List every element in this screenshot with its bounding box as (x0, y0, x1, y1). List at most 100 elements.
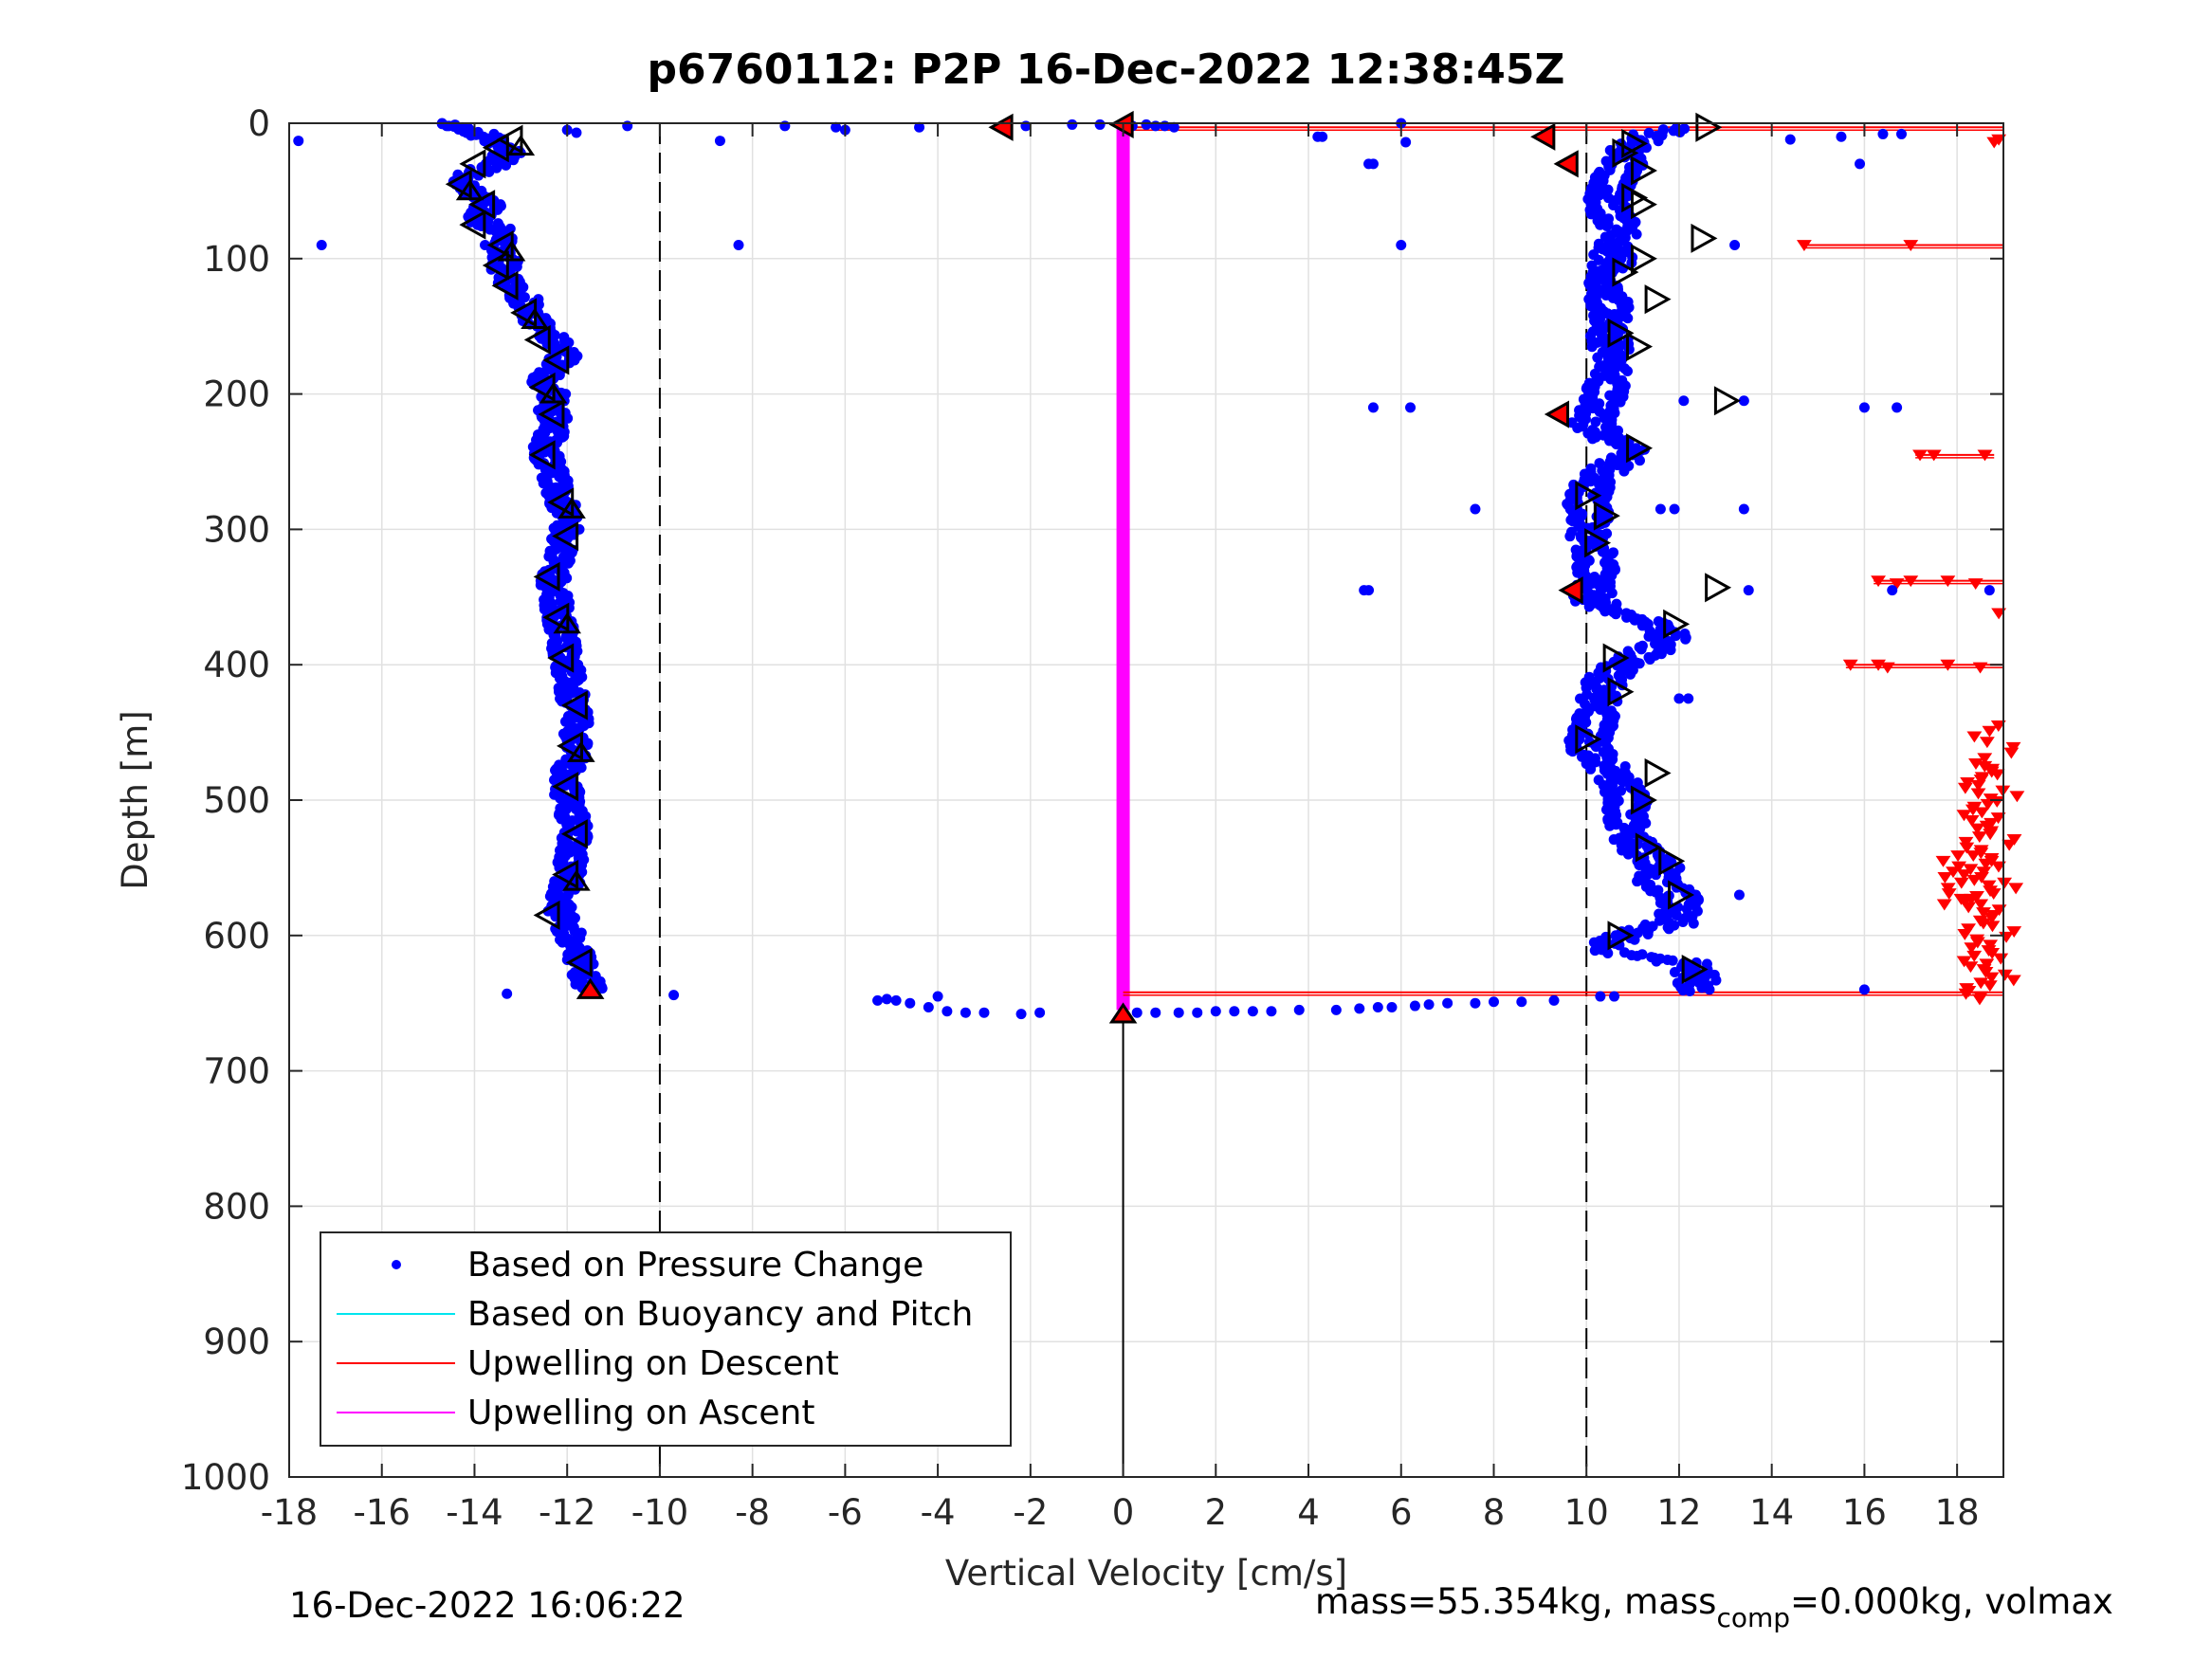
pressure-change-point (1618, 363, 1630, 374)
y-tick-label: 600 (203, 916, 270, 957)
pressure-change-point (1210, 1006, 1221, 1017)
red-filled-triangle (1544, 400, 1569, 428)
upwelling-descent-marker (1970, 788, 1986, 800)
pressure-change-point (1683, 693, 1694, 704)
pressure-change-point (1679, 123, 1691, 135)
y-tick-label: 900 (203, 1322, 270, 1362)
upwelling-descent-marker (1991, 608, 2007, 620)
y-tick-label: 300 (203, 509, 270, 550)
x-tick-label: 12 (1656, 1492, 1701, 1533)
descent-open-triangle (533, 900, 560, 930)
pressure-change-point (1423, 999, 1435, 1011)
descent-open-triangle (562, 869, 591, 891)
upwelling-descent-marker (1966, 731, 1983, 743)
descent-open-triangle (567, 740, 595, 762)
x-axis-label: Vertical Velocity [cm/s] (945, 1553, 1347, 1594)
descent-open-triangle (497, 240, 526, 262)
ascent-open-triangle (1607, 921, 1635, 951)
descent-open-triangle (539, 382, 568, 404)
pressure-change-point (1703, 980, 1714, 992)
pressure-change-point (1669, 503, 1680, 515)
pressure-change-point (1611, 224, 1622, 235)
ascent-open-triangle (1691, 223, 1718, 253)
upwelling-descent-marker (1965, 850, 1982, 863)
pressure-change-point (1548, 994, 1560, 1006)
pressure-change-point (316, 240, 327, 251)
pressure-change-point (1618, 947, 1630, 958)
x-tick-label: -16 (354, 1492, 411, 1533)
ascent-open-triangle (1630, 155, 1657, 186)
pressure-change-point (881, 994, 892, 1005)
ascent-open-triangle (1593, 501, 1620, 531)
pressure-change-point (1405, 402, 1417, 413)
pressure-change-point (1593, 775, 1604, 786)
ascent-open-triangle (1695, 112, 1723, 142)
ascent-open-triangle (1658, 846, 1686, 876)
pressure-change-point (1367, 158, 1379, 170)
descent-open-triangle (565, 947, 593, 977)
upwelling-descent-marker (1971, 831, 1987, 844)
upwelling-descent-marker (1986, 137, 2002, 149)
red-filled-triangle (576, 977, 605, 999)
upwelling-descent-marker (1967, 578, 1983, 591)
pressure-change-point (1616, 785, 1627, 796)
x-tick-label: 0 (1112, 1492, 1135, 1533)
descent-open-triangle (459, 149, 486, 179)
pressure-change-point (1649, 952, 1660, 963)
upwelling-descent-marker (1937, 871, 1953, 884)
x-tick-label: -18 (261, 1492, 318, 1533)
upwelling-descent-marker (1961, 902, 1977, 914)
pressure-change-point (1293, 1004, 1305, 1015)
y-tick-label: 200 (203, 374, 270, 415)
pressure-change-point (293, 136, 304, 147)
descent-open-triangle (491, 270, 519, 301)
pressure-change-point (1141, 118, 1152, 130)
pressure-change-point (1729, 240, 1741, 251)
red-filled-triangle (1558, 576, 1583, 605)
pressure-change-point (1150, 1007, 1161, 1018)
upwelling-descent-marker (1842, 659, 1858, 671)
ascent-open-triangle (1584, 528, 1612, 558)
pressure-change-point (1626, 610, 1637, 621)
pressure-change-point (1611, 598, 1622, 610)
upwelling-descent-marker (1983, 829, 1999, 841)
pressure-change-point (1701, 958, 1712, 970)
pressure-change-point (923, 1001, 934, 1012)
legend-entry-label: Upwelling on Ascent (467, 1394, 814, 1432)
pressure-change-point (1396, 240, 1407, 251)
upwelling-descent-marker (1982, 725, 1998, 738)
pressure-change-point (714, 136, 725, 147)
upwelling-descent-marker (2009, 791, 2025, 803)
pressure-change-point (1173, 1007, 1184, 1018)
pressure-change-point (1654, 503, 1666, 515)
pressure-change-point (1738, 503, 1749, 515)
upwelling-descent-marker (1972, 994, 1987, 1006)
pressure-change-point (872, 994, 884, 1006)
pressure-change-point (1593, 238, 1604, 249)
upwelling-descent-marker (1970, 779, 1986, 792)
pressure-change-point (1983, 585, 1995, 596)
upwelling-descent-marker (1963, 961, 1979, 974)
descent-open-triangle (482, 133, 509, 163)
x-tick-label: 16 (1842, 1492, 1887, 1533)
red-filled-triangle (1553, 150, 1579, 178)
pressure-change-point (1372, 1001, 1383, 1012)
pressure-change-point (1583, 279, 1595, 290)
pressure-change-point (1605, 452, 1617, 464)
upwelling-descent-marker (1879, 662, 1895, 674)
pressure-change-point (914, 121, 925, 133)
descent-open-triangle (542, 345, 570, 375)
pressure-change-point (1836, 131, 1847, 142)
pressure-change-point (1623, 647, 1635, 658)
upwelling-descent-marker (1978, 858, 1994, 870)
ascent-open-triangle (1602, 643, 1630, 673)
pressure-change-point (1330, 1004, 1342, 1015)
red-filled-triangle (1530, 122, 1556, 151)
x-tick-label: -10 (631, 1492, 688, 1533)
legend-entry-label: Upwelling on Descent (467, 1344, 839, 1383)
pressure-change-point (1595, 991, 1606, 1002)
upwelling-descent-marker (1980, 798, 1996, 811)
upwelling-descent-marker (1973, 899, 1989, 911)
descent-open-triangle (560, 690, 588, 720)
